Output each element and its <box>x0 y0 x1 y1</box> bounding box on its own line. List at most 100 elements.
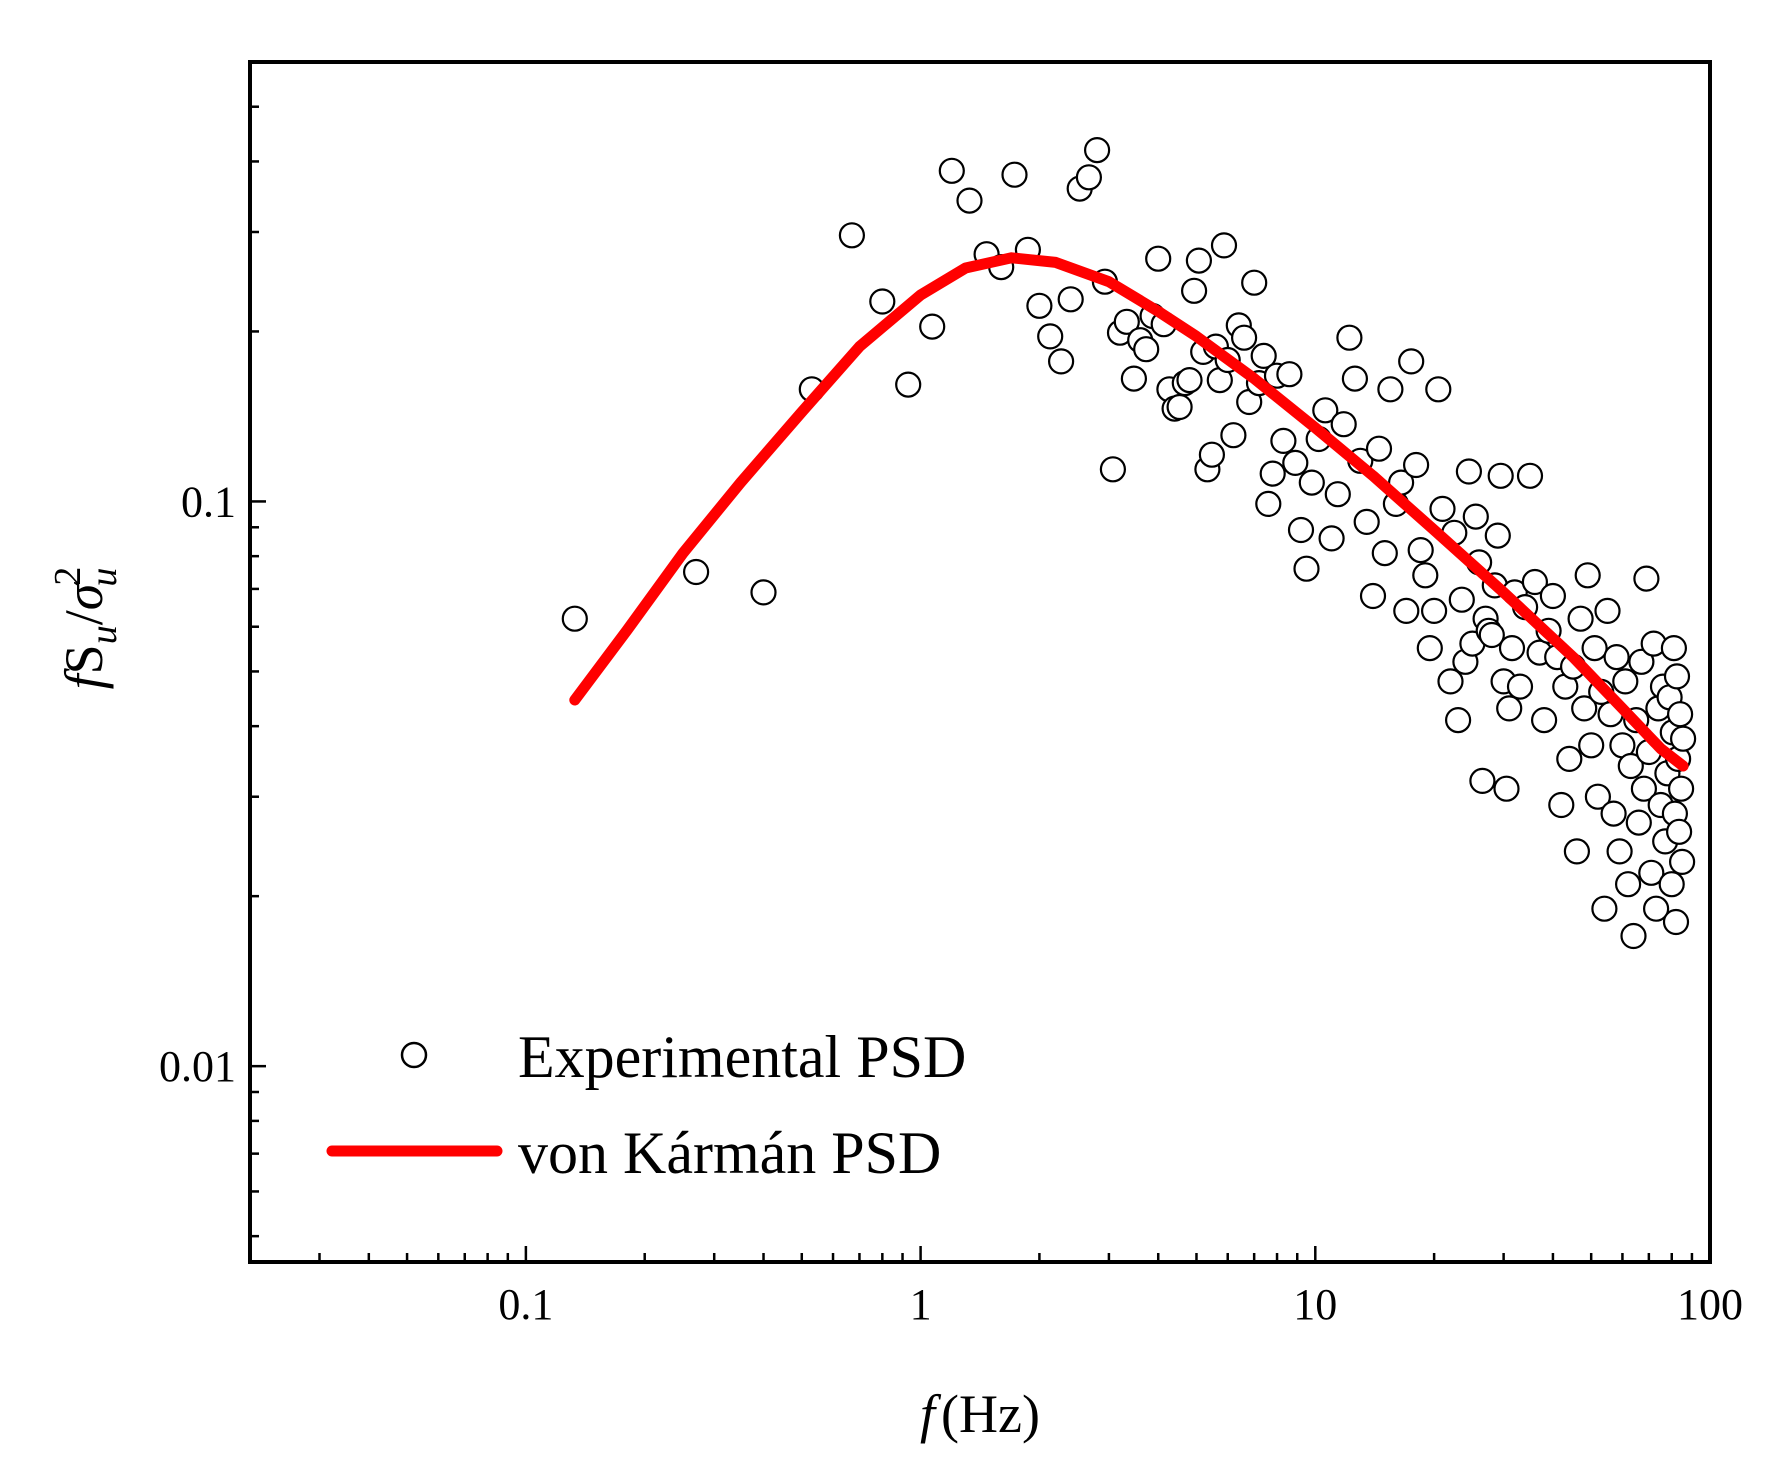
y-axis-title: fSu/σ2u <box>47 567 125 690</box>
legend-label-karman: von Kármán PSD <box>518 1120 941 1186</box>
data-point <box>1516 462 1544 489</box>
data-point <box>869 288 896 315</box>
data-point <box>1437 668 1464 695</box>
data-point <box>1359 582 1387 610</box>
y-axis-S: S <box>54 644 114 674</box>
x-tick-label: 10 <box>1293 1280 1337 1329</box>
data-point <box>1166 393 1193 421</box>
data-point <box>1506 673 1534 700</box>
legend: Experimental PSD von Kármán PSD <box>326 1024 966 1186</box>
y-axis-sub-u: u <box>83 625 125 644</box>
data-point <box>1662 908 1690 936</box>
data-point <box>1606 838 1633 865</box>
data-point <box>1642 895 1670 922</box>
data-point <box>1282 449 1309 476</box>
data-point <box>1603 643 1630 671</box>
x-axis-symbol: f <box>920 1384 942 1444</box>
data-point <box>1185 247 1213 274</box>
data-point <box>1462 503 1489 530</box>
data-point <box>1630 775 1658 802</box>
data-point <box>1581 634 1608 662</box>
data-point <box>1665 818 1693 845</box>
data-point <box>1493 775 1520 802</box>
data-point <box>1037 323 1064 350</box>
legend-marker-experimental <box>400 1041 428 1069</box>
data-point <box>1393 597 1420 625</box>
data-point <box>1318 525 1345 552</box>
data-point <box>1176 367 1203 394</box>
data-point <box>1614 871 1642 898</box>
data-point <box>1398 348 1425 375</box>
data-point <box>1371 539 1398 567</box>
data-point <box>1666 701 1694 728</box>
data-point <box>1230 324 1258 351</box>
data-point <box>682 558 710 586</box>
data-point <box>1574 562 1601 589</box>
data-point <box>1478 621 1505 649</box>
data-point <box>1241 269 1268 296</box>
data-point <box>1496 695 1523 722</box>
data-point <box>1444 706 1472 734</box>
legend-label-experimental: Experimental PSD <box>518 1024 966 1090</box>
y-axis-sub-u2: u <box>83 568 125 587</box>
data-point <box>1330 411 1357 438</box>
data-point <box>1255 490 1282 517</box>
data-point <box>1548 791 1575 819</box>
data-point <box>1365 435 1393 462</box>
data-point <box>1353 508 1380 536</box>
data-point <box>1145 245 1172 272</box>
data-point <box>1420 597 1448 625</box>
data-point <box>1057 286 1084 313</box>
von-karman-line <box>569 252 1689 772</box>
data-point <box>1469 767 1496 795</box>
data-point <box>1612 668 1639 695</box>
data-point <box>1633 565 1660 592</box>
data-point <box>1026 292 1053 319</box>
data-point <box>1658 871 1685 898</box>
y-tick-labels: 0.01 0.1 <box>159 477 236 1091</box>
data-point <box>1668 848 1696 876</box>
data-point <box>1669 725 1697 752</box>
data-point <box>1377 376 1404 403</box>
data-point <box>1133 336 1160 363</box>
data-point <box>1287 516 1315 544</box>
data-point <box>1625 809 1652 836</box>
data-point <box>1210 232 1238 259</box>
data-point <box>1663 663 1691 690</box>
data-point <box>1563 838 1591 865</box>
data-point <box>1298 469 1325 496</box>
data-point <box>956 187 983 214</box>
data-point <box>938 157 965 184</box>
data-point <box>1001 161 1028 188</box>
x-axis-unit: (Hz) <box>941 1384 1040 1444</box>
data-point <box>1498 634 1526 662</box>
data-point <box>1312 397 1339 424</box>
data-point <box>561 605 588 632</box>
data-point <box>1660 634 1688 662</box>
data-point <box>1521 568 1549 596</box>
data-point <box>919 313 946 340</box>
data-point <box>1638 859 1665 886</box>
data-point <box>1530 706 1558 734</box>
y-axis-sup-2: 2 <box>47 567 89 586</box>
data-point <box>895 371 922 398</box>
data-point <box>1429 495 1456 522</box>
data-point <box>1402 451 1430 479</box>
data-point <box>1667 775 1695 802</box>
data-point <box>1539 582 1567 610</box>
data-point <box>1293 555 1320 582</box>
data-point <box>1113 308 1140 335</box>
data-point <box>1250 342 1277 369</box>
data-point <box>1075 164 1103 191</box>
data-point <box>1047 348 1075 375</box>
data-point <box>1336 324 1363 351</box>
data-point <box>1567 605 1594 632</box>
axis-ticks <box>248 105 1694 1262</box>
data-point <box>1416 634 1443 662</box>
data-point <box>1594 597 1621 625</box>
y-axis-slash: / <box>54 610 114 625</box>
data-point <box>1487 462 1514 489</box>
data-point <box>1099 456 1127 483</box>
y-axis-sigma: σ <box>54 581 114 610</box>
